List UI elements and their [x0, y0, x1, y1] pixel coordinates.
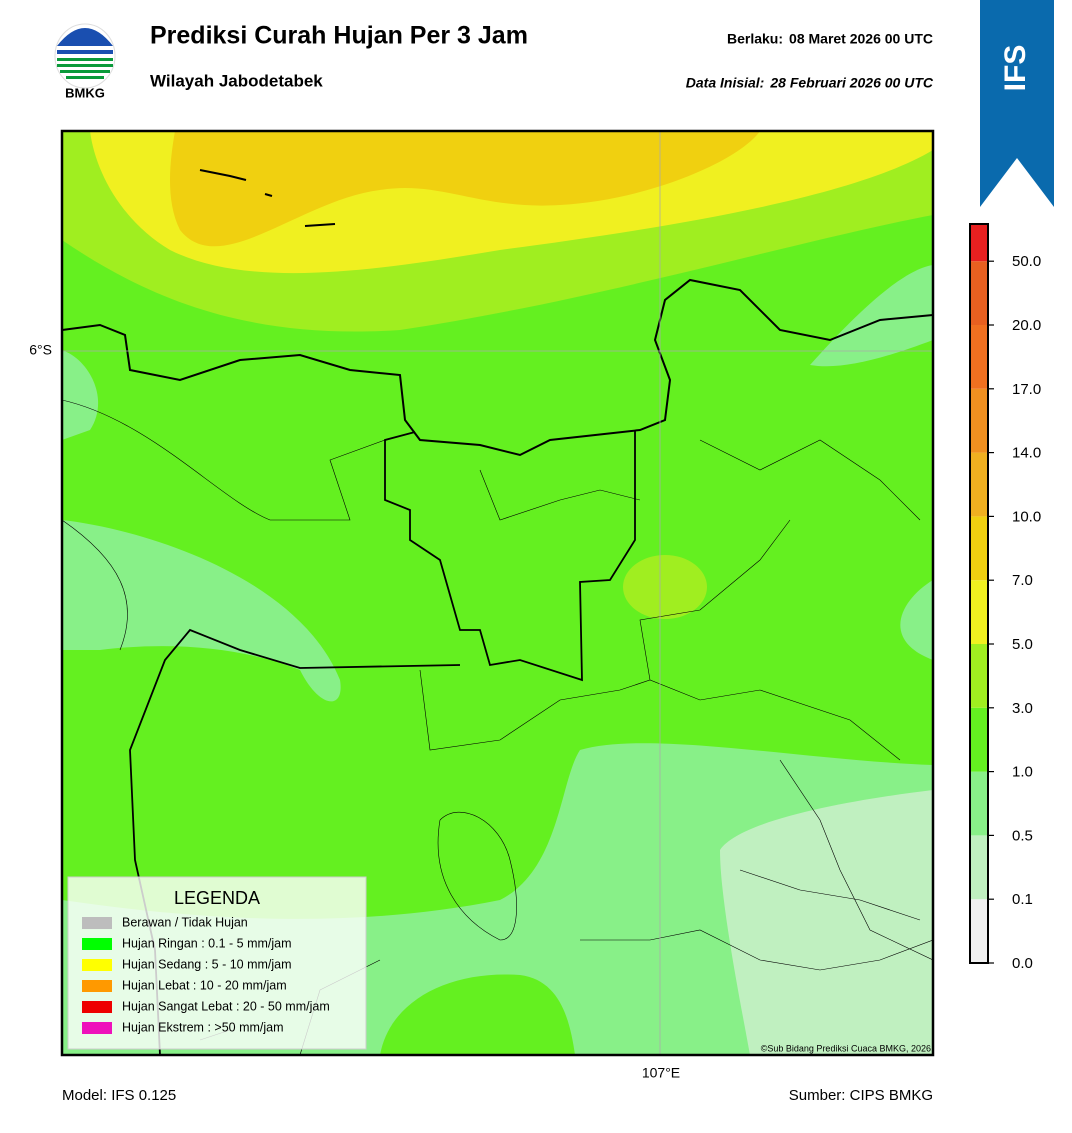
colorbar-segment: [970, 580, 988, 644]
legend-swatch: [82, 980, 112, 992]
legend-swatch: [82, 959, 112, 971]
colorbar-tick-label: 0.5: [1012, 827, 1033, 844]
legend-swatch: [82, 917, 112, 929]
colorbar-segment: [970, 771, 988, 836]
title: Prediksi Curah Hujan Per 3 Jam: [150, 22, 528, 50]
legend-title: LEGENDA: [174, 888, 260, 908]
legend: LEGENDA Berawan / Tidak Hujan Hujan Ringa…: [67, 876, 367, 1050]
colorbar-segment: [970, 224, 988, 262]
credit: ©Sub Bidang Prediksi Cuaca BMKG, 2026: [761, 1043, 931, 1053]
lon-label: 107°E: [642, 1065, 680, 1081]
init-label: Data Inisial:: [686, 75, 765, 91]
colorbar-segment: [970, 388, 988, 453]
footer-model: Model: IFS 0.125: [62, 1087, 176, 1104]
valid-label: Berlaku:: [727, 31, 783, 47]
legend-label: Hujan Sedang : 5 - 10 mm/jam: [122, 957, 292, 971]
legend-box: [67, 876, 367, 1050]
colorbar-tick-label: 17.0: [1012, 381, 1041, 398]
colorbar: 0.0 0.1 0.5 1.0 3.0 5.0 7.0 10.0 14.0 17.0 20.0 50.…: [969, 223, 1041, 972]
colorbar-tick-label: 10.0: [1012, 508, 1041, 525]
colorbar-segment: [970, 452, 988, 517]
colorbar-tick-label: 5.0: [1012, 636, 1033, 653]
colorbar-segment: [970, 644, 988, 708]
colorbar-tick-label: 20.0: [1012, 317, 1041, 334]
lat-label: 6°S: [29, 342, 52, 358]
colorbar-segment: [970, 899, 988, 963]
colorbar-tick-label: 1.0: [1012, 764, 1033, 781]
colorbar-tick-label: 50.0: [1012, 253, 1041, 270]
colorbar-tick-label: 14.0: [1012, 445, 1041, 462]
subtitle: Wilayah Jabodetabek: [150, 71, 323, 90]
colorbar-segment: [970, 835, 988, 900]
footer-source: Sumber: CIPS BMKG: [789, 1087, 933, 1104]
valid-date: 08 Maret 2026 00 UTC: [789, 31, 933, 47]
colorbar-tick-label: 0.1: [1012, 891, 1033, 908]
colorbar-tick-label: 0.0: [1012, 955, 1033, 972]
badge: [980, 0, 1054, 207]
logo: BMKG: [54, 23, 116, 100]
legend-label: Hujan Sangat Lebat : 20 - 50 mm/jam: [122, 999, 330, 1013]
colorbar-frame: [969, 223, 989, 964]
logo-text: BMKG: [65, 85, 105, 100]
legend-swatch: [82, 1022, 112, 1034]
colorbar-segment: [970, 325, 988, 389]
legend-swatch: [82, 1001, 112, 1013]
init-date: 28 Februari 2026 00 UTC: [769, 75, 934, 91]
legend-label: Hujan Lebat : 10 - 20 mm/jam: [122, 978, 287, 992]
legend-label: Berawan / Tidak Hujan: [122, 915, 248, 929]
legend-label: Hujan Ringan : 0.1 - 5 mm/jam: [122, 936, 292, 950]
map-frame: [60, 129, 935, 1057]
legend-swatch: [82, 938, 112, 950]
colorbar-segment: [970, 261, 988, 325]
colorbar-tick-label: 7.0: [1012, 572, 1033, 589]
badge-text: IFS: [999, 45, 1032, 92]
colorbar-segment: [970, 707, 988, 772]
legend-label: Hujan Ekstrem : >50 mm/jam: [122, 1020, 284, 1034]
colorbar-tick-label: 3.0: [1012, 700, 1033, 717]
colorbar-segment: [970, 516, 988, 581]
